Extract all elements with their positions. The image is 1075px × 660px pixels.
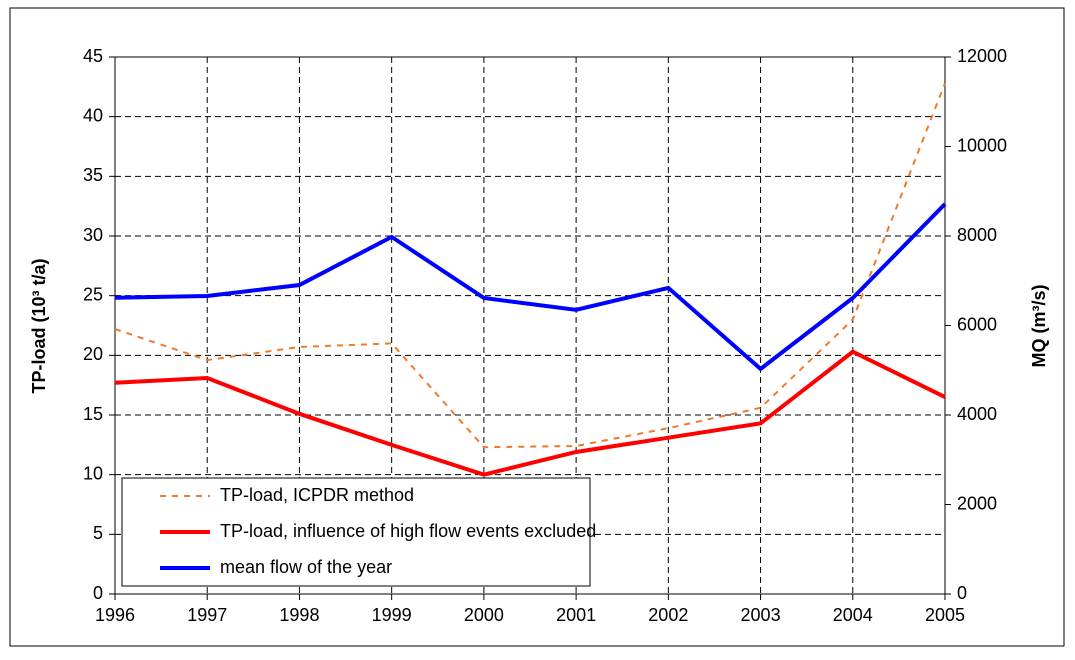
y-tick-label: 0 bbox=[93, 583, 103, 603]
y-tick-label: 40 bbox=[83, 105, 103, 125]
y2-axis-label: MQ (m³/s) bbox=[1029, 284, 1049, 367]
x-tick-label: 2001 bbox=[556, 605, 596, 625]
y-tick-label: 15 bbox=[83, 404, 103, 424]
y2-tick-label: 10000 bbox=[957, 135, 1007, 155]
y-tick-label: 10 bbox=[83, 463, 103, 483]
x-tick-label: 1999 bbox=[372, 605, 412, 625]
x-tick-label: 2000 bbox=[464, 605, 504, 625]
y-tick-label: 30 bbox=[83, 225, 103, 245]
x-tick-label: 1998 bbox=[279, 605, 319, 625]
x-tick-label: 2005 bbox=[925, 605, 965, 625]
x-tick-label: 2002 bbox=[648, 605, 688, 625]
legend-label: TP-load, influence of high flow events e… bbox=[220, 521, 596, 541]
x-tick-label: 2004 bbox=[833, 605, 873, 625]
y2-tick-label: 4000 bbox=[957, 404, 997, 424]
y2-tick-label: 6000 bbox=[957, 314, 997, 334]
plot-frame bbox=[114, 56, 946, 595]
y2-tick-label: 12000 bbox=[957, 46, 1007, 66]
y2-tick-label: 8000 bbox=[957, 225, 997, 245]
y-axis-label: TP-load (10³ t/a) bbox=[29, 258, 49, 393]
x-tick-label: 2003 bbox=[741, 605, 781, 625]
y-tick-label: 25 bbox=[83, 284, 103, 304]
y2-tick-label: 0 bbox=[957, 583, 967, 603]
x-tick-label: 1996 bbox=[95, 605, 135, 625]
legend-label: mean flow of the year bbox=[220, 557, 392, 577]
series-line bbox=[114, 349, 946, 477]
y-tick-label: 45 bbox=[83, 46, 103, 66]
y-tick-label: 20 bbox=[83, 344, 103, 364]
series-line bbox=[114, 202, 947, 372]
y-tick-label: 5 bbox=[93, 523, 103, 543]
y-tick-label: 35 bbox=[83, 165, 103, 185]
y2-tick-label: 2000 bbox=[957, 493, 997, 513]
legend-label: TP-load, ICPDR method bbox=[220, 485, 414, 505]
x-tick-label: 1997 bbox=[187, 605, 227, 625]
